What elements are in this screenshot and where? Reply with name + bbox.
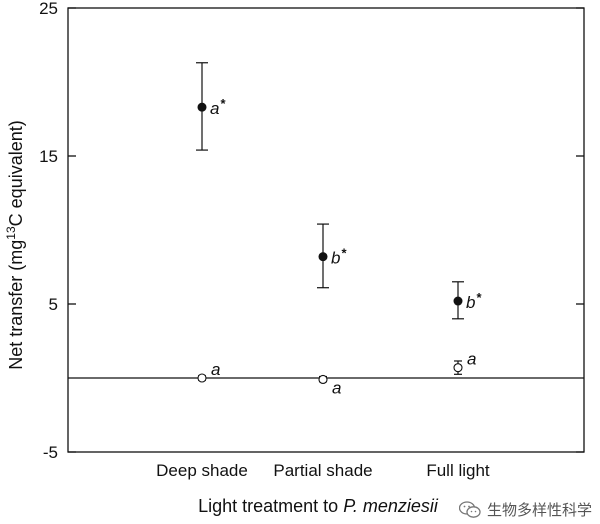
x-axis-category-labels: Deep shade Partial shade Full light [156, 461, 490, 480]
plot-frame [67, 7, 585, 453]
significance-star: * [476, 290, 482, 305]
x-axis-title-species: P. menziesii [343, 496, 439, 516]
wechat-icon [458, 500, 481, 518]
significance-star: * [220, 96, 226, 111]
watermark-text: 生物多样性科学 [486, 502, 592, 519]
watermark: 生物多样性科学 [458, 499, 592, 520]
x-tick-label: Full light [426, 461, 490, 480]
y-tick-label: 15 [39, 147, 58, 166]
data-point-open [318, 374, 328, 385]
chart-marks: a* b* b* a a a [196, 62, 482, 397]
y-axis-title-main: Net transfer (mg [6, 240, 26, 370]
x-tick-label: Partial shade [273, 461, 372, 480]
y-tick-label: -5 [43, 443, 58, 462]
y-tick-label: 25 [39, 0, 58, 18]
data-point-open [197, 373, 207, 383]
x-axis-title-main: Light treatment to [198, 496, 343, 516]
y-axis-ticks: -5 5 15 25 [39, 0, 584, 462]
data-point-label: a [332, 378, 341, 397]
data-point-label: a [467, 350, 476, 369]
data-point-label: a* [210, 96, 226, 118]
data-point-label: a [211, 360, 220, 379]
y-axis-title-rest: C equivalent) [6, 120, 26, 226]
y-axis-title-sup: 13 [4, 226, 18, 240]
y-tick-label: 5 [49, 295, 58, 314]
x-tick-label: Deep shade [156, 461, 248, 480]
x-axis-title: Light treatment to P. menziesii [198, 496, 439, 516]
y-axis-title: Net transfer (mg13C equivalent) [4, 120, 26, 369]
data-point-open [453, 363, 463, 373]
data-point-filled [197, 102, 207, 112]
data-point-filled [318, 252, 328, 262]
data-point-label: b* [466, 290, 482, 312]
data-point-label: b* [331, 246, 347, 268]
data-point-filled [453, 296, 463, 306]
significance-star: * [341, 246, 347, 261]
